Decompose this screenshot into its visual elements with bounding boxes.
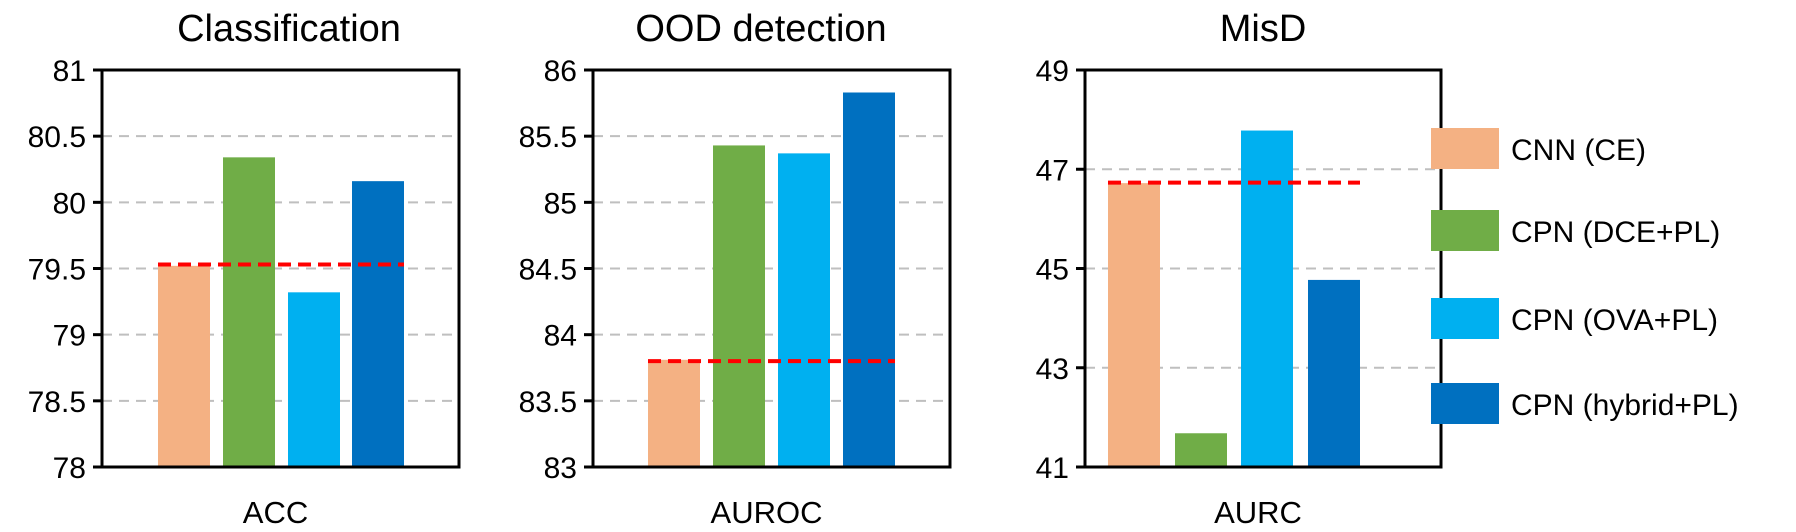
bar-4 <box>352 181 404 467</box>
legend-item: CPN (DCE+PL) <box>1431 210 1720 251</box>
bar-1 <box>648 359 700 467</box>
legend-label: CNN (CE) <box>1511 134 1646 167</box>
y-tick-label: 41 <box>1036 452 1069 485</box>
y-tick-label: 81 <box>53 55 86 88</box>
y-tick-label: 49 <box>1036 55 1069 88</box>
x-axis-label: ACC <box>243 495 308 530</box>
legend: CNN (CE) CPN (DCE+PL) CPN (OVA+PL) CPN (hyb… <box>1431 128 1739 424</box>
y-tick-label: 86 <box>544 55 577 88</box>
y-tick-label: 84 <box>544 320 577 353</box>
legend-label: CPN (OVA+PL) <box>1511 304 1718 337</box>
x-axis-label: AURC <box>1214 495 1302 530</box>
chart-title: Classification <box>177 8 401 50</box>
legend-swatch <box>1431 128 1499 169</box>
bar-2 <box>1175 433 1227 467</box>
y-tick-label: 43 <box>1036 353 1069 386</box>
legend-swatch <box>1431 383 1499 424</box>
bar-1 <box>1108 183 1160 467</box>
x-axis-label: AUROC <box>711 495 823 530</box>
chart-panel-2: OOD detection 83 83.5 84 84.5 85 85.5 86 AUROC <box>519 8 952 530</box>
y-tick-label: 84.5 <box>519 254 577 287</box>
legend-item: CNN (CE) <box>1431 128 1646 169</box>
y-tick-label: 85 <box>544 187 577 220</box>
y-tick-label: 80.5 <box>28 121 86 154</box>
legend-label: CPN (DCE+PL) <box>1511 216 1720 249</box>
bar-3 <box>778 153 830 467</box>
y-tick-label: 80 <box>53 187 86 220</box>
legend-swatch <box>1431 298 1499 339</box>
y-tick-label: 79 <box>53 320 86 353</box>
legend-label: CPN (hybrid+PL) <box>1511 389 1739 422</box>
bar-3 <box>288 292 340 467</box>
chart-title: MisD <box>1220 8 1307 50</box>
y-tick-label: 47 <box>1036 154 1069 187</box>
legend-item: CPN (OVA+PL) <box>1431 298 1718 339</box>
bar-4 <box>843 92 895 467</box>
chart-panel-3: MisD 41 43 45 47 49 AURC <box>1036 8 1443 530</box>
y-tick-label: 83.5 <box>519 386 577 419</box>
legend-swatch <box>1431 210 1499 251</box>
y-tick-label: 45 <box>1036 254 1069 287</box>
legend-item: CPN (hybrid+PL) <box>1431 383 1739 424</box>
bar-4 <box>1308 279 1360 467</box>
y-tick-label: 78.5 <box>28 386 86 419</box>
y-tick-label: 83 <box>544 452 577 485</box>
chart-title: OOD detection <box>635 8 886 50</box>
y-tick-label: 85.5 <box>519 121 577 154</box>
bar-2 <box>223 157 275 467</box>
chart-panel-1: Classification 78 78.5 79 79.5 80 80.5 81 ACC <box>28 8 461 530</box>
y-tick-label: 79.5 <box>28 254 86 287</box>
bar-1 <box>158 265 210 467</box>
bar-3 <box>1241 130 1293 468</box>
y-tick-label: 78 <box>53 452 86 485</box>
bar-2 <box>713 145 765 467</box>
